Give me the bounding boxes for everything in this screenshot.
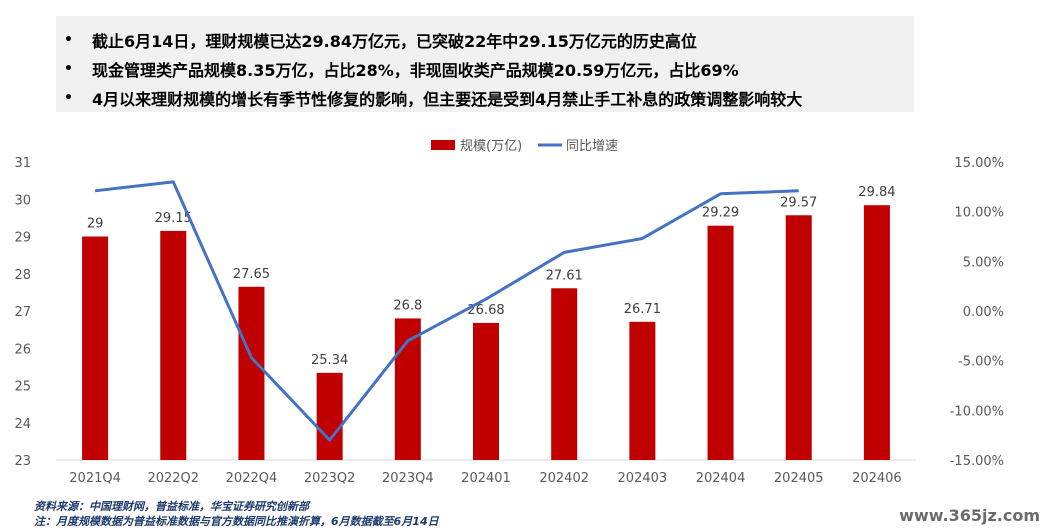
bar [473,322,499,460]
x-tick-label: 202401 [461,471,511,486]
legend-bar-swatch [431,140,455,150]
y-left-tick-label: 26 [14,342,31,357]
y-left-tick-label: 30 [14,193,31,208]
bar-value-label: 27.65 [233,267,270,282]
x-tick-label: 2023Q2 [304,471,356,486]
bullet-text: 4月以来理财规模的增长有季节性修复的影响，但主要还是受到4月禁止手工补息的政策调… [92,90,803,109]
y-right-tick-label: 10.00% [954,206,1004,221]
y-right-tick-label: 15.00% [954,156,1004,171]
y-left-tick-label: 27 [14,305,31,320]
y-left-tick-label: 29 [14,231,31,246]
bar [707,225,734,460]
y-left-tick-label: 28 [14,268,31,283]
bar-value-label: 26.8 [393,298,422,313]
x-tick-label: 202404 [696,471,746,486]
bar [316,372,343,460]
x-tick-label: 202405 [774,471,824,486]
bar [551,288,578,460]
bar-value-label: 26.68 [467,303,504,318]
y-right-tick-label: 5.00% [963,255,1004,270]
y-left-tick-label: 24 [14,417,31,432]
bar-value-label: 29.84 [858,185,895,200]
bar [160,230,187,460]
bar-value-label: 29.15 [155,211,192,226]
bar [629,321,656,460]
bullet-text: 现金管理类产品规模8.35万亿，占比28%，非现固收类产品规模20.59万亿元，… [92,61,739,80]
y-right-tick-label: -15.00% [950,454,1004,469]
bar-value-label: 29.57 [780,195,817,210]
source-note: 资料来源：中国理财网，普益标准，华宝证券研究创新部 [34,500,309,513]
y-left-tick-label: 25 [14,380,31,395]
x-tick-label: 2022Q4 [226,471,278,486]
bar-value-label: 29.29 [702,206,739,221]
y-left-tick-label: 31 [14,156,31,171]
growth-line [94,180,799,442]
watermark: www.365jz.com [899,506,1040,525]
bar-value-label: 25.34 [311,353,348,368]
bar-value-label: 29 [87,217,104,232]
summary-panel: • 截止6月14日，理财规模已达29.84万亿元，已突破22年中29.15万亿元… [56,16,914,112]
legend-bar-label: 规模(万亿) [460,139,522,154]
bar [863,205,890,460]
y-left-tick-label: 23 [14,454,31,469]
x-tick-label: 2023Q4 [382,471,434,486]
x-tick-label: 202406 [852,471,902,486]
bullet-text: 截止6月14日，理财规模已达29.84万亿元，已突破22年中29.15万亿元的历… [92,32,697,51]
y-right-tick-label: -10.00% [950,404,1004,419]
y-right-tick-label: -5.00% [958,355,1004,370]
bullet-icon: • [64,61,73,77]
bar-value-label: 27.61 [546,268,583,283]
bullet-icon: • [64,32,73,48]
y-right-tick-label: 0.00% [963,305,1004,320]
x-tick-label: 2021Q4 [69,471,121,486]
x-tick-label: 202403 [618,471,668,486]
bar [785,215,812,460]
bar [82,236,109,460]
x-tick-label: 2022Q2 [147,471,199,486]
bar [238,286,265,460]
bar-value-label: 26.71 [624,302,661,317]
x-tick-label: 202402 [539,471,589,486]
method-note: 注：月度规模数据为普益标准数据与官方数据同比推演折算，6月数据截至6月14日 [34,515,439,528]
legend-line-label: 同比增速 [566,139,618,154]
bullet-icon: • [64,90,73,106]
combo-chart: 23 24 25 26 27 28 29 30 31 -15.00% -10.00% -5.00% 0.… [14,139,1004,486]
